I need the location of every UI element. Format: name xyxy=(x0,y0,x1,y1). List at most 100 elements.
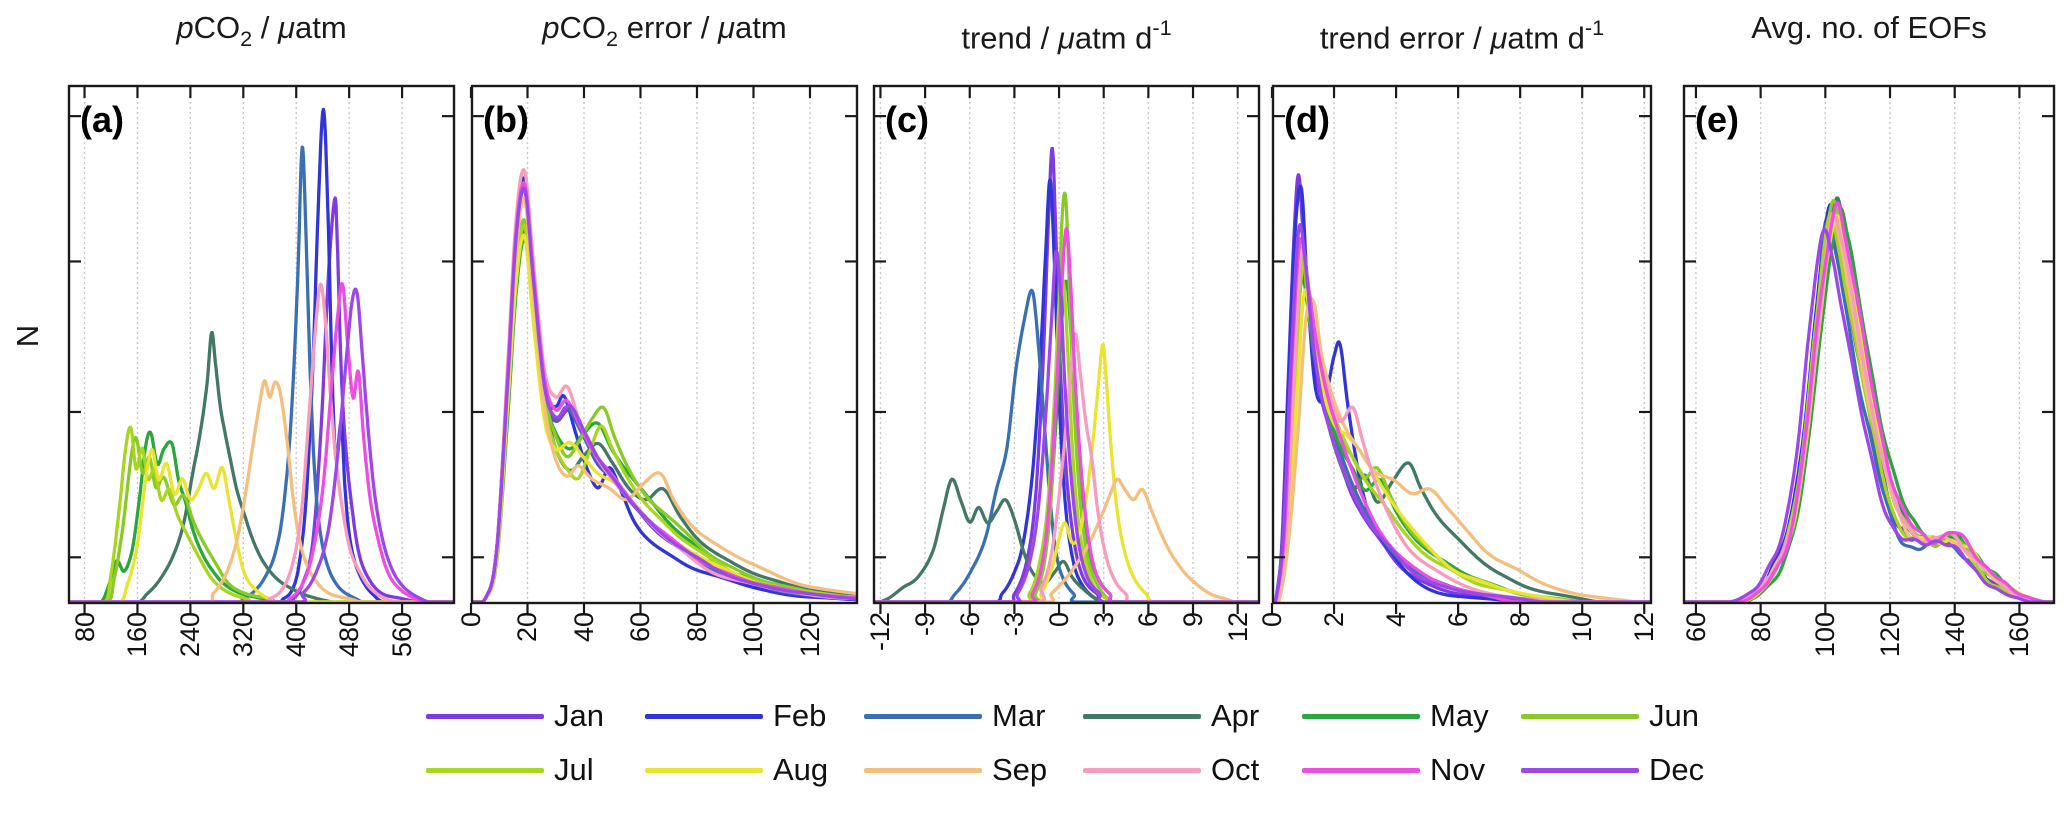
title-segment: μ xyxy=(277,10,295,45)
series-line-mar xyxy=(874,288,1259,603)
legend-label-nov: Nov xyxy=(1430,752,1486,787)
x-tick-label: -3 xyxy=(999,612,1030,637)
panel-e-plot xyxy=(1682,84,2056,614)
curves-group xyxy=(472,168,857,603)
x-tick-label: 0 xyxy=(1257,612,1287,628)
legend-label-may: May xyxy=(1430,698,1489,733)
x-tick-label: 9 xyxy=(1178,612,1209,628)
x-tick-label: 80 xyxy=(1745,612,1776,643)
series-line-apr xyxy=(1273,275,1651,603)
title-segment: p xyxy=(176,10,194,45)
title-segment: atm xyxy=(735,10,787,45)
x-tick-label: 8 xyxy=(1505,612,1536,628)
x-tick-label: 3 xyxy=(1088,612,1119,628)
x-tick-label: 20 xyxy=(512,612,543,643)
panel-tag-a: (a) xyxy=(80,99,124,140)
x-tick-label: 560 xyxy=(387,612,418,658)
x-tick-label: 400 xyxy=(281,612,312,658)
panel-tag-d: (d) xyxy=(1284,99,1330,140)
y-axis-label: N xyxy=(10,324,45,348)
series-line-feb xyxy=(69,107,454,603)
panel-title-d: trend error / μatm d-1 xyxy=(1272,10,1652,57)
title-segment: -1 xyxy=(1152,15,1172,40)
x-tick-label: 120 xyxy=(1875,612,1906,658)
x-tick-label: 320 xyxy=(228,612,259,658)
x-tick-label: 80 xyxy=(681,612,712,643)
x-tick-label: 480 xyxy=(334,612,365,658)
title-segment: μ xyxy=(1490,20,1508,56)
x-tick-label: 2 xyxy=(1319,612,1350,628)
legend-line-oct xyxy=(1083,768,1201,773)
title-segment: -1 xyxy=(1584,15,1605,40)
x-tick-label: -12 xyxy=(865,612,896,652)
series-line-aug xyxy=(874,342,1259,603)
panel-a-plot xyxy=(67,84,456,614)
legend-label-feb: Feb xyxy=(773,698,827,733)
title-segment: 2 xyxy=(240,25,253,51)
legend-label-apr: Apr xyxy=(1211,698,1260,733)
panel-d-plot xyxy=(1270,84,1653,614)
legend-line-feb xyxy=(645,714,763,719)
legend-line-aug xyxy=(645,768,763,773)
curves-group xyxy=(1684,196,2054,603)
x-tick-label: 160 xyxy=(2004,612,2035,658)
series-line-jul xyxy=(69,425,454,603)
x-tick-label: 0 xyxy=(1044,612,1075,628)
legend-line-dec xyxy=(1521,768,1639,773)
series-line-apr xyxy=(69,330,454,603)
title-segment: atm d xyxy=(1507,20,1585,56)
x-tick-label: 140 xyxy=(1939,612,1970,658)
series-line-nov xyxy=(874,226,1259,603)
legend-line-may xyxy=(1302,714,1420,719)
legend-label-sep: Sep xyxy=(992,752,1048,787)
curves-group xyxy=(1273,173,1651,603)
axes-frame xyxy=(872,84,1261,605)
series-line-sep xyxy=(472,196,857,603)
legend-label-mar: Mar xyxy=(992,698,1046,733)
title-segment: Avg. no. of EOFs xyxy=(1751,10,1987,45)
title-segment: trend / xyxy=(961,20,1058,56)
title-segment: error / xyxy=(618,10,719,45)
legend-line-nov xyxy=(1302,768,1420,773)
x-tick-label: 60 xyxy=(1680,612,1711,643)
series-line-apr xyxy=(874,477,1259,603)
series-line-sep xyxy=(69,379,454,603)
series-line-nov xyxy=(1684,201,2054,603)
series-line-sep xyxy=(874,477,1259,603)
legend-label-jun: Jun xyxy=(1649,698,1699,733)
x-tick-label: 120 xyxy=(794,612,825,658)
series-line-sep xyxy=(1273,296,1651,603)
curves-group xyxy=(69,107,454,603)
title-segment: atm d xyxy=(1074,20,1153,56)
title-segment: trend error / xyxy=(1319,20,1491,56)
x-tick-label: 6 xyxy=(1443,612,1474,628)
panel-tag-b: (b) xyxy=(483,99,529,140)
x-tick-label: 40 xyxy=(568,612,599,643)
legend-label-aug: Aug xyxy=(773,752,829,787)
series-line-aug xyxy=(69,447,454,603)
title-segment: CO xyxy=(193,10,241,45)
series-line-dec xyxy=(472,186,857,603)
x-tick-label: -9 xyxy=(910,612,941,637)
legend-label-oct: Oct xyxy=(1211,752,1260,787)
series-line-may xyxy=(69,430,454,603)
series-line-dec xyxy=(1684,227,2054,603)
legend-line-jan xyxy=(426,714,544,719)
x-tick-label: 100 xyxy=(738,612,769,658)
panel-tag-c: (c) xyxy=(885,99,929,140)
x-tick-label: -6 xyxy=(954,612,985,637)
panel-tag-e: (e) xyxy=(1695,99,1739,140)
x-tick-label: 240 xyxy=(175,612,206,658)
series-line-aug xyxy=(1273,288,1651,603)
legend-label-jul: Jul xyxy=(554,752,594,787)
x-tick-label: 80 xyxy=(69,612,100,643)
axes-frame xyxy=(1682,84,2056,605)
title-segment: / xyxy=(252,10,278,45)
legend-line-jun xyxy=(1521,714,1639,719)
x-tick-label: 4 xyxy=(1381,612,1412,628)
series-line-dec xyxy=(874,249,1259,603)
panel-c-plot xyxy=(872,84,1261,614)
title-segment: μ xyxy=(718,10,735,45)
series-line-feb xyxy=(1273,184,1651,603)
